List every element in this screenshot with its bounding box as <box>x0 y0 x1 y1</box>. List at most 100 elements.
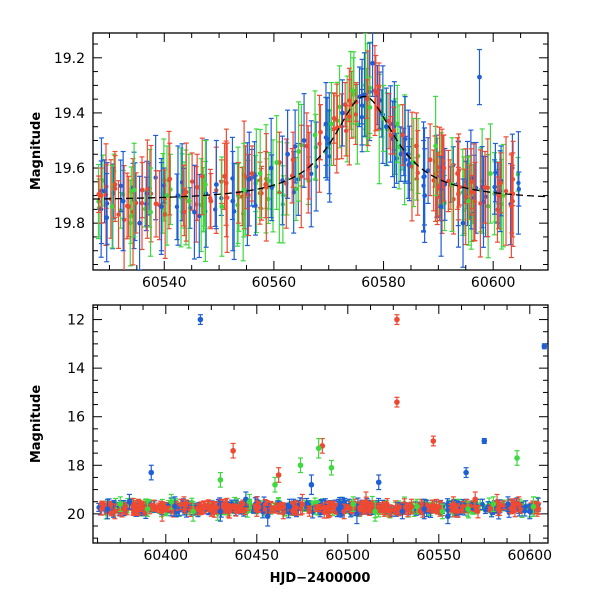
blue-filler-point <box>480 501 485 507</box>
blue-data-point <box>159 204 164 210</box>
green-data-point <box>296 149 301 154</box>
red-data-point <box>230 447 236 454</box>
red-data-point <box>275 472 282 478</box>
red-filler-point <box>223 503 229 509</box>
red-filler-point <box>130 510 136 516</box>
green-data-point <box>312 132 318 138</box>
red-filler-point <box>387 509 393 514</box>
model-curve-line <box>93 95 548 200</box>
y-tick-label: 19.2 <box>54 51 85 67</box>
blue-data-point <box>335 506 342 512</box>
x-tick-label: 60500 <box>326 548 371 564</box>
red-filler-point <box>133 200 139 206</box>
green-data-point <box>488 171 493 176</box>
red-filler-point <box>475 509 481 515</box>
x-tick-label: 60540 <box>142 275 187 291</box>
red-data-point <box>430 438 437 444</box>
red-filler-point <box>224 195 230 200</box>
green-data-point <box>350 88 356 94</box>
red-filler-point <box>346 98 352 103</box>
blue-data-point <box>285 151 291 157</box>
red-filler-point <box>391 507 397 513</box>
blue-data-point <box>217 508 224 515</box>
red-data-point <box>135 503 142 510</box>
red-filler-point <box>487 506 493 512</box>
blue-data-point <box>323 121 329 127</box>
red-filler-point <box>233 507 239 512</box>
blue-data-point <box>148 469 155 476</box>
red-filler-point <box>367 505 373 511</box>
green-data-point <box>190 508 196 515</box>
red-data-point <box>427 157 433 163</box>
red-data-point <box>153 201 159 207</box>
blue-data-point <box>477 74 482 80</box>
red-filler-point <box>497 503 503 509</box>
y-tick-label: 19.4 <box>54 106 85 122</box>
green-data-point <box>109 204 115 210</box>
blue-filler-point <box>398 151 403 157</box>
blue-data-point <box>340 110 345 116</box>
red-data-point <box>482 184 488 190</box>
red-filler-point <box>242 508 248 514</box>
green-data-point <box>217 477 224 483</box>
green-data-point <box>328 464 335 471</box>
red-data-point <box>159 508 165 515</box>
red-filler-point <box>359 503 364 509</box>
blue-data-point <box>422 193 428 198</box>
blue-filler-point <box>403 157 408 162</box>
red-filler-point <box>510 503 516 509</box>
red-data-point <box>112 508 118 515</box>
red-data-point <box>472 496 479 503</box>
red-filler-point <box>471 190 477 195</box>
red-filler-point <box>434 503 439 509</box>
blue-data-point <box>460 220 466 226</box>
red-filler-point <box>344 504 350 510</box>
red-data-point <box>516 501 522 507</box>
blue-filler-point <box>309 171 314 177</box>
x-tick-label: 60560 <box>252 275 297 291</box>
red-filler-point <box>184 189 189 195</box>
green-data-point <box>131 187 137 193</box>
red-filler-point <box>375 503 381 509</box>
red-filler-point <box>306 509 312 514</box>
blue-data-point <box>383 124 389 130</box>
red-data-point <box>181 501 187 507</box>
blue-filler-point <box>292 144 298 149</box>
red-data-point <box>441 165 447 171</box>
blue-filler-point <box>445 501 450 507</box>
blue-data-point <box>137 220 142 226</box>
y-tick-label: 20 <box>67 507 85 523</box>
x-tick-label: 60600 <box>508 548 553 564</box>
blue-data-point <box>286 503 293 510</box>
x-tick-label: 60550 <box>417 548 462 564</box>
blue-data-point <box>308 481 315 488</box>
green-data-point <box>433 143 439 149</box>
blue-data-point <box>354 511 360 517</box>
red-filler-point <box>189 179 195 184</box>
blue-data-point <box>301 138 307 143</box>
blue-data-point <box>421 506 428 512</box>
bottom-plot-frame <box>92 304 549 544</box>
red-data-point <box>304 143 310 149</box>
red-data-point <box>263 182 269 187</box>
green-data-point <box>144 506 151 512</box>
red-data-point <box>414 143 419 149</box>
blue-data-point <box>375 479 382 486</box>
y-tick-label: 12 <box>67 313 85 329</box>
red-data-point <box>341 508 347 515</box>
blue-data-point <box>463 469 469 476</box>
green-data-point <box>350 501 357 507</box>
red-filler-point <box>498 180 503 186</box>
red-data-point <box>408 503 415 510</box>
green-data-point <box>367 105 373 110</box>
red-filler-point <box>463 194 468 199</box>
red-filler-point <box>478 201 483 206</box>
red-filler-point <box>273 505 278 511</box>
red-data-point <box>208 198 214 204</box>
red-data-point <box>364 96 370 102</box>
red-filler-point <box>202 502 208 508</box>
blue-data-point <box>213 182 219 187</box>
red-data-point <box>112 182 118 187</box>
green-data-point <box>202 182 208 187</box>
blue-data-point <box>405 151 411 157</box>
